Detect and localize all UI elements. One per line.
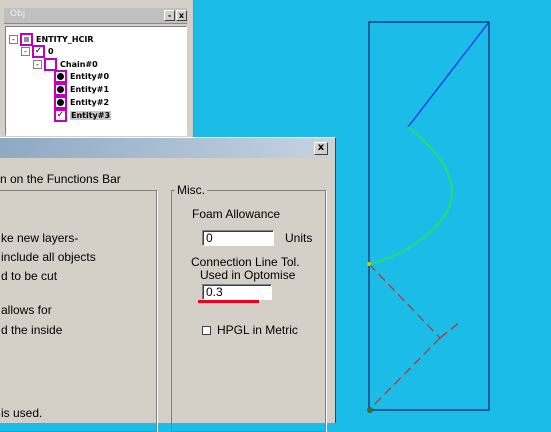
layer-icon bbox=[20, 32, 33, 46]
tree-titlebar: Obj - x bbox=[4, 8, 187, 24]
start-point-marker bbox=[367, 262, 371, 266]
tree-node-label: Entity#0 bbox=[70, 71, 110, 81]
minimize-button[interactable]: - bbox=[164, 10, 175, 21]
dialog-close-button[interactable]: x bbox=[314, 142, 328, 155]
description-line: include all objects bbox=[1, 250, 96, 264]
units-label: Units bbox=[285, 231, 313, 245]
collapse-icon[interactable]: - bbox=[21, 46, 30, 56]
tree-node-entity-0[interactable]: Entity#0 bbox=[54, 69, 110, 83]
tree-node-entity-2[interactable]: Entity#2 bbox=[54, 95, 110, 109]
connection-tol-sublabel: Used in Optomise bbox=[200, 268, 296, 282]
tree-node-entity-3[interactable]: ✓ Entity#3 bbox=[54, 108, 112, 122]
connection-tol-label: Connection Line Tol. bbox=[191, 255, 300, 269]
tree-node-entity-hcir[interactable]: - ENTITY_HCIR bbox=[9, 32, 94, 46]
tree-node-layer-0[interactable]: - ✓ 0 bbox=[21, 44, 54, 58]
entity-icon bbox=[54, 69, 67, 83]
chain-icon bbox=[44, 57, 57, 71]
connection-line-1 bbox=[368, 263, 441, 339]
connection-line-3 bbox=[368, 337, 441, 411]
instruction-text: n on the Functions Bar bbox=[0, 172, 121, 186]
object-tree[interactable]: - ENTITY_HCIR - ✓ 0 - Chain#0 Entity#0 E… bbox=[5, 26, 187, 136]
dialog-titlebar[interactable]: x bbox=[0, 138, 332, 158]
entity-arc bbox=[368, 126, 453, 265]
highlight-underline bbox=[198, 300, 259, 303]
description-line: ke new layers- bbox=[1, 231, 79, 245]
tree-node-entity-1[interactable]: Entity#1 bbox=[54, 82, 110, 96]
hpgl-metric-label: HPGL in Metric bbox=[217, 323, 298, 337]
settings-dialog: x n on the Functions Bar ke new layers- … bbox=[0, 137, 336, 432]
description-line: is used. bbox=[1, 406, 43, 420]
tree-node-label-selected: Entity#3 bbox=[70, 110, 112, 120]
tree-node-label: Chain#0 bbox=[60, 59, 98, 69]
description-frame: ke new layers- include all objects d to … bbox=[0, 190, 157, 432]
tree-node-label: 0 bbox=[48, 46, 54, 56]
close-tree-button[interactable]: x bbox=[176, 10, 187, 21]
hpgl-metric-checkbox[interactable] bbox=[202, 325, 211, 335]
collapse-icon[interactable]: - bbox=[33, 59, 42, 69]
tree-title: Obj bbox=[10, 9, 26, 19]
connection-line-2 bbox=[439, 321, 461, 339]
foam-allowance-label: Foam Allowance bbox=[192, 207, 281, 221]
checked-box-icon[interactable]: ✓ bbox=[54, 108, 67, 122]
tree-node-label: ENTITY_HCIR bbox=[36, 34, 94, 44]
hpgl-metric-option[interactable]: HPGL in Metric bbox=[202, 323, 298, 337]
collapse-icon[interactable]: - bbox=[9, 34, 18, 44]
description-line: allows for bbox=[1, 303, 52, 317]
checked-box-icon[interactable]: ✓ bbox=[32, 44, 45, 58]
tree-node-chain-0[interactable]: - Chain#0 bbox=[33, 57, 98, 71]
description-line: d to be cut bbox=[1, 269, 58, 283]
misc-groupbox: Misc. Foam Allowance 0 Units Connection … bbox=[171, 183, 326, 432]
connection-tol-input[interactable]: 0.3 bbox=[202, 284, 272, 300]
tree-node-label: Entity#2 bbox=[70, 97, 110, 107]
entity-icon bbox=[54, 95, 67, 109]
drawing-canvas[interactable] bbox=[0, 0, 551, 422]
entity-line-diagonal bbox=[407, 21, 490, 128]
part-outline-rectangle bbox=[368, 21, 490, 411]
misc-legend: Misc. bbox=[175, 183, 207, 197]
entity-icon bbox=[54, 82, 67, 96]
foam-allowance-input[interactable]: 0 bbox=[202, 230, 274, 246]
tree-node-label: Entity#1 bbox=[70, 84, 110, 94]
origin-point-marker bbox=[367, 407, 373, 413]
description-line: d the inside bbox=[1, 323, 63, 337]
